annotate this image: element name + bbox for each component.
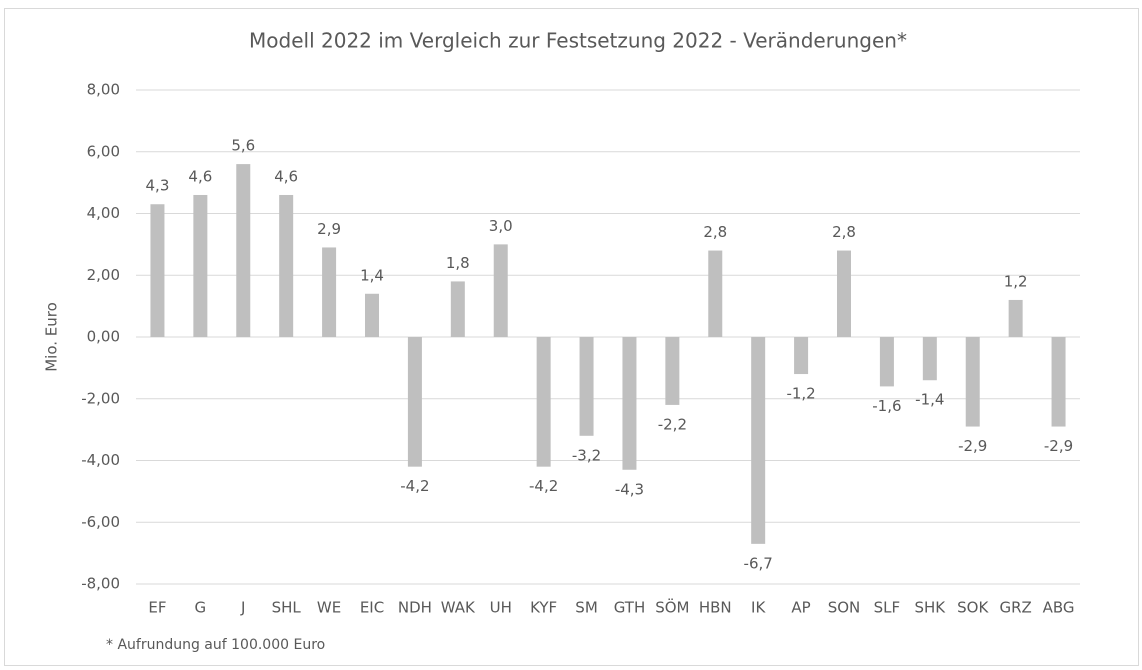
bar <box>279 194 294 337</box>
bar <box>1051 337 1066 427</box>
x-tick-label: G <box>195 599 207 617</box>
y-tick-label: -4,00 <box>81 451 120 469</box>
chart-title: Modell 2022 im Vergleich zur Festsetzung… <box>249 29 907 53</box>
bar <box>193 194 208 337</box>
x-tick-label: GTH <box>614 599 646 617</box>
data-label: 1,4 <box>360 266 384 284</box>
y-tick-label: 6,00 <box>87 142 120 160</box>
y-tick-label: 8,00 <box>87 81 120 99</box>
bar <box>879 337 894 387</box>
bar <box>751 337 766 544</box>
x-tick-label: SÖM <box>655 598 689 617</box>
y-axis-label: Mio. Euro <box>43 302 61 372</box>
footnote: * Aufrundung auf 100.000 Euro <box>106 637 325 653</box>
bar <box>322 247 337 337</box>
bar <box>236 164 251 337</box>
data-label: 2,8 <box>703 223 727 241</box>
data-label: -4,3 <box>615 480 644 498</box>
data-label: -6,7 <box>744 554 773 572</box>
bar <box>150 204 165 337</box>
bar <box>708 250 723 337</box>
bar <box>579 337 594 436</box>
x-tick-label: SHL <box>272 599 302 617</box>
data-label: -3,2 <box>572 446 601 464</box>
x-tick-label: SON <box>828 599 861 617</box>
data-label: 4,6 <box>274 167 298 185</box>
x-tick-label: J <box>240 599 245 617</box>
bar <box>622 337 637 470</box>
data-label: -4,2 <box>529 477 558 495</box>
data-label: -1,2 <box>786 385 815 403</box>
data-label: 1,8 <box>446 254 470 272</box>
data-label: 4,6 <box>188 167 212 185</box>
bar <box>922 337 937 381</box>
x-tick-label: HBN <box>699 599 732 617</box>
bar <box>365 293 379 337</box>
y-tick-label: -2,00 <box>81 389 120 407</box>
data-label: -2,9 <box>958 437 987 455</box>
x-tick-label: SOK <box>957 599 989 617</box>
bar <box>450 281 465 337</box>
x-tick-label: AP <box>791 599 810 617</box>
y-tick-label: 4,00 <box>87 204 120 222</box>
data-label: -2,9 <box>1044 437 1073 455</box>
x-tick-label: KYF <box>530 599 557 617</box>
x-tick-label: WAK <box>441 599 476 617</box>
x-tick-label: IK <box>751 599 766 617</box>
x-tick-label: EIC <box>360 599 384 617</box>
x-tick-label: NDH <box>398 599 432 617</box>
data-label: -1,4 <box>915 391 944 409</box>
bar <box>837 250 851 337</box>
bar <box>1008 299 1023 337</box>
bar <box>665 337 680 405</box>
bar <box>536 337 551 467</box>
data-label: 2,8 <box>832 223 856 241</box>
data-label: 5,6 <box>231 137 255 155</box>
y-tick-label: 2,00 <box>87 266 120 284</box>
bar <box>965 337 980 427</box>
x-tick-label: SHK <box>914 599 946 617</box>
bar <box>407 337 422 467</box>
x-tick-label: EF <box>148 599 166 617</box>
x-tick-label: UH <box>490 599 512 617</box>
x-tick-label: GRZ <box>999 599 1031 617</box>
y-tick-label: -8,00 <box>81 575 120 593</box>
bar <box>493 244 508 337</box>
x-tick-label: ABG <box>1043 599 1075 617</box>
data-label: 4,3 <box>146 177 170 195</box>
y-tick-label: 0,00 <box>87 328 120 346</box>
data-label: -2,2 <box>658 415 687 433</box>
x-tick-label: WE <box>317 599 341 617</box>
y-tick-label: -6,00 <box>81 513 120 531</box>
data-label: 3,0 <box>489 217 513 235</box>
data-label: 2,9 <box>317 220 341 238</box>
data-label: -4,2 <box>400 477 429 495</box>
x-tick-label: SLF <box>874 599 901 617</box>
data-label: -1,6 <box>872 397 901 415</box>
bar <box>794 337 809 375</box>
data-label: 1,2 <box>1004 272 1028 290</box>
x-tick-label: SM <box>575 599 597 617</box>
